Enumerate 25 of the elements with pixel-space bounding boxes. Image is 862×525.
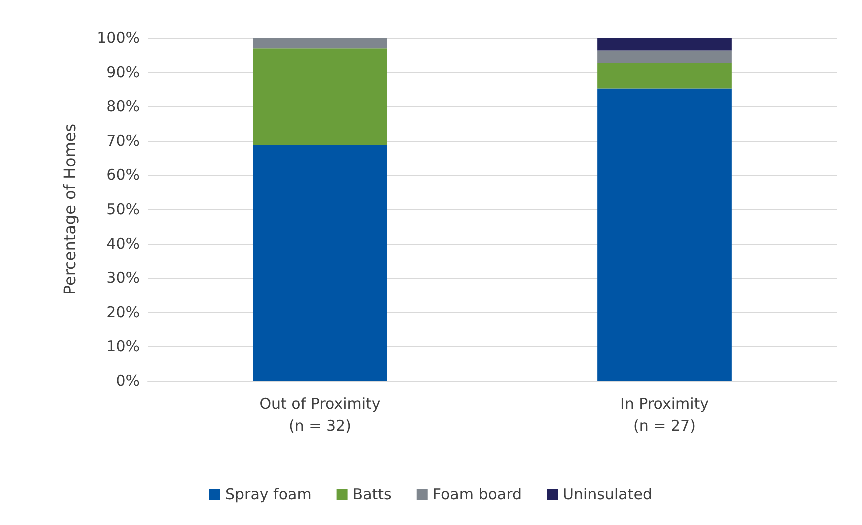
y-tick-label: 90% <box>106 63 140 82</box>
y-tick-label: 70% <box>106 132 140 150</box>
x-tick-label: In Proximity (n = 27) <box>620 395 710 435</box>
y-tick-label: 20% <box>106 303 140 322</box>
y-tick-label: 30% <box>106 269 140 288</box>
y-tick-label: 80% <box>106 98 140 116</box>
legend-label: Spray foam <box>226 486 312 504</box>
x-tick-label: Out of Proximity (n = 32) <box>260 395 381 435</box>
y-tick-label: 10% <box>106 338 140 356</box>
y-tick-label: 100% <box>97 29 140 47</box>
y-tick-label: 50% <box>106 200 140 218</box>
bar <box>253 38 388 49</box>
bar <box>598 63 732 89</box>
y-axis-title: Percentage of Homes <box>60 124 80 296</box>
bar <box>598 50 732 64</box>
y-tick-label: 0% <box>116 372 140 390</box>
bar <box>253 48 388 146</box>
y-tick-label: 40% <box>106 234 140 253</box>
bar <box>598 38 732 51</box>
legend-label: Foam board <box>432 486 522 504</box>
bar <box>253 145 388 381</box>
bar <box>598 88 732 381</box>
legend-label: Batts <box>352 486 392 504</box>
y-tick-label: 60% <box>106 166 140 184</box>
legend-label: Uninsulated <box>563 486 653 504</box>
